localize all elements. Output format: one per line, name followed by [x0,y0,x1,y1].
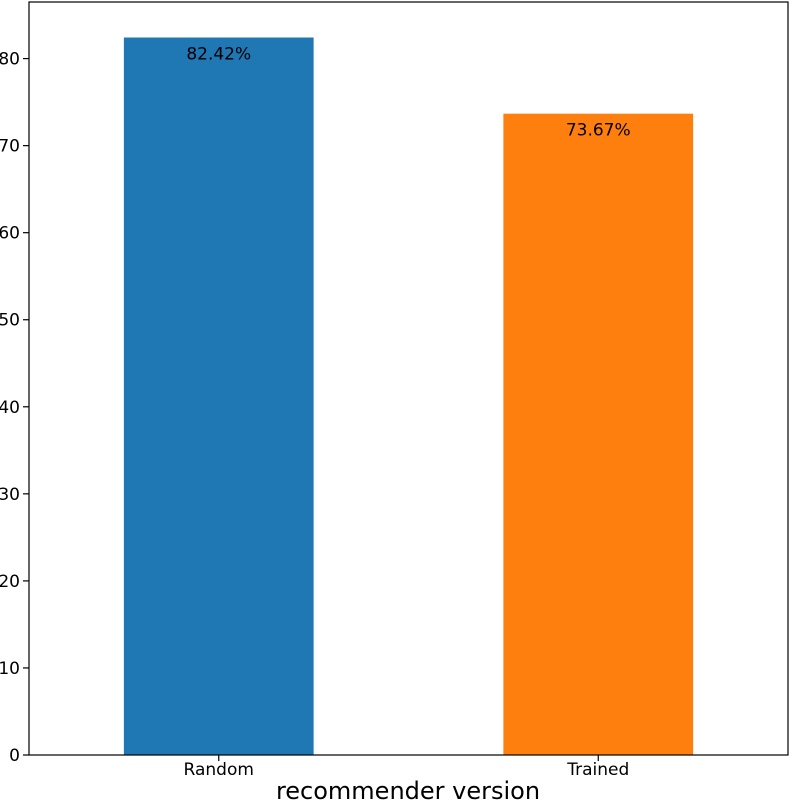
y-tick-label: 80 [0,50,20,70]
plot-frame [28,1,789,756]
data-label: 82.42% [186,45,251,65]
x-axis: Random Trained [184,755,629,780]
bars: 82.42% 73.67% [123,37,694,756]
y-tick-label: 40 [0,398,20,418]
x-tick-label: Trained [566,760,629,780]
x-axis-label: recommender version [276,777,540,804]
y-tick-label: 50 [0,311,20,331]
bar-trained [503,113,694,755]
data-label: 73.67% [566,121,631,141]
y-tick-label: 70 [0,137,20,157]
y-axis: 0 10 20 30 40 50 60 70 80 [0,50,29,766]
y-tick-label: 20 [0,572,20,592]
y-tick-label: 10 [0,659,20,679]
y-tick-label: 30 [0,485,20,505]
bar-random [123,37,314,756]
y-tick-label: 0 [9,746,20,766]
x-tick-label: Random [184,760,254,780]
y-tick-label: 60 [0,224,20,244]
